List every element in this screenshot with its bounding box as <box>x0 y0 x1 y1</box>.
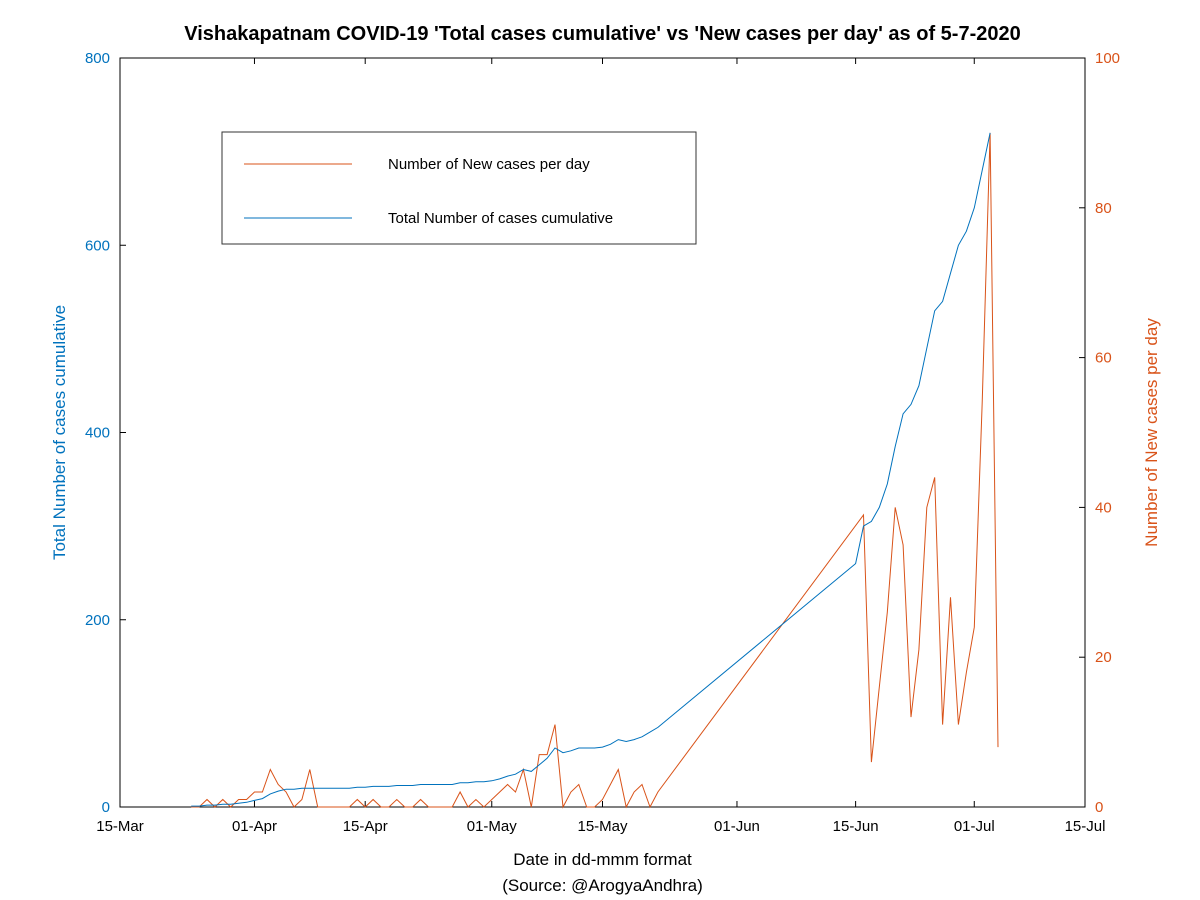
y-right-tick-label: 40 <box>1095 499 1112 516</box>
x-tick-label: 15-May <box>577 818 628 835</box>
y-right-tick-label: 100 <box>1095 50 1120 67</box>
x-tick-label: 01-Apr <box>232 818 277 835</box>
legend-box <box>222 132 696 244</box>
y-left-tick-label: 200 <box>85 612 110 629</box>
x-tick-label: 15-Mar <box>96 818 144 835</box>
y-right-axis-label: Number of New cases per day <box>1142 318 1161 547</box>
y-right-tick-label: 60 <box>1095 350 1112 367</box>
x-axis-label-source: (Source: @ArogyaAndhra) <box>502 876 703 895</box>
legend-label: Number of New cases per day <box>388 156 590 173</box>
y-left-axis-label: Total Number of cases cumulative <box>50 305 69 560</box>
y-right-tick-label: 0 <box>1095 799 1103 816</box>
y-left-tick-label: 600 <box>85 237 110 254</box>
x-tick-label: 01-Jun <box>714 818 760 835</box>
x-tick-label: 01-Jul <box>954 818 995 835</box>
x-tick-label: 15-Jun <box>833 818 879 835</box>
chart-container: Vishakapatnam COVID-19 'Total cases cumu… <box>0 0 1200 900</box>
x-tick-label: 15-Apr <box>343 818 388 835</box>
y-left-tick-label: 800 <box>85 50 110 67</box>
x-tick-label: 15-Jul <box>1065 818 1106 835</box>
chart-title: Vishakapatnam COVID-19 'Total cases cumu… <box>184 23 1020 45</box>
chart-svg: Vishakapatnam COVID-19 'Total cases cumu… <box>0 0 1200 900</box>
x-tick-label: 01-May <box>467 818 518 835</box>
y-left-tick-label: 400 <box>85 425 110 442</box>
y-right-tick-label: 80 <box>1095 200 1112 217</box>
legend-label: Total Number of cases cumulative <box>388 210 613 227</box>
y-left-tick-label: 0 <box>102 799 110 816</box>
y-right-tick-label: 20 <box>1095 649 1112 666</box>
x-axis-label: Date in dd-mmm format <box>513 850 692 869</box>
